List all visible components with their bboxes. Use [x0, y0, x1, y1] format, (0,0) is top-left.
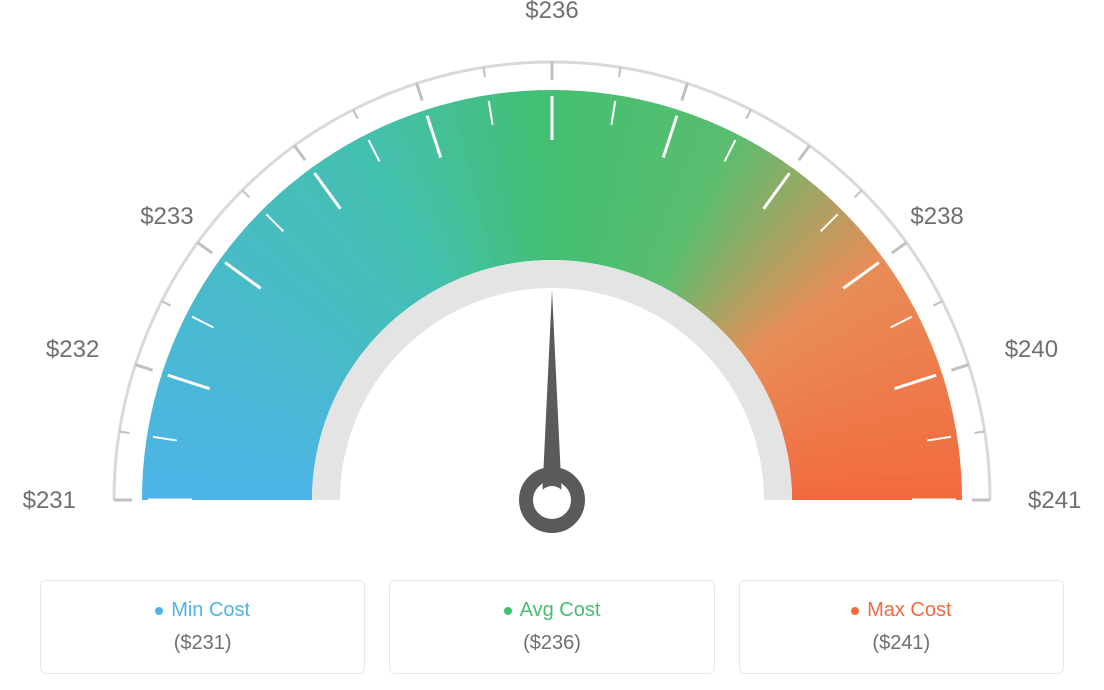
legend-avg-box: Avg Cost ($236): [389, 580, 714, 674]
legend-avg-label: Avg Cost: [504, 599, 601, 622]
legend-min-dot: [155, 607, 163, 615]
legend-row: Min Cost ($231) Avg Cost ($236) Max Cost…: [0, 580, 1104, 674]
legend-min-value: ($231): [61, 632, 344, 655]
legend-max-box: Max Cost ($241): [739, 580, 1064, 674]
legend-min-label: Min Cost: [155, 599, 250, 622]
legend-min-box: Min Cost ($231): [40, 580, 365, 674]
legend-max-text: Max Cost: [867, 599, 951, 622]
legend-max-label: Max Cost: [851, 599, 951, 622]
gauge-scale-label: $238: [910, 203, 963, 230]
gauge-scale-label: $236: [525, 0, 578, 24]
gauge-chart: $231 $232 $233 $236 $238 $240 $241: [0, 0, 1104, 560]
legend-min-text: Min Cost: [171, 599, 250, 622]
gauge-needle-hole: [538, 486, 566, 514]
legend-avg-dot: [504, 607, 512, 615]
gauge-scale-label: $240: [1005, 336, 1058, 363]
gauge-scale-label: $241: [1028, 487, 1081, 514]
legend-avg-value: ($236): [410, 632, 693, 655]
gauge-scale-label: $231: [23, 487, 76, 514]
gauge-scale-label: $232: [46, 336, 99, 363]
gauge-scale-label: $233: [140, 203, 193, 230]
legend-max-value: ($241): [760, 632, 1043, 655]
legend-avg-text: Avg Cost: [520, 599, 601, 622]
legend-max-dot: [851, 607, 859, 615]
gauge-svg: $231 $232 $233 $236 $238 $240 $241: [0, 0, 1104, 560]
